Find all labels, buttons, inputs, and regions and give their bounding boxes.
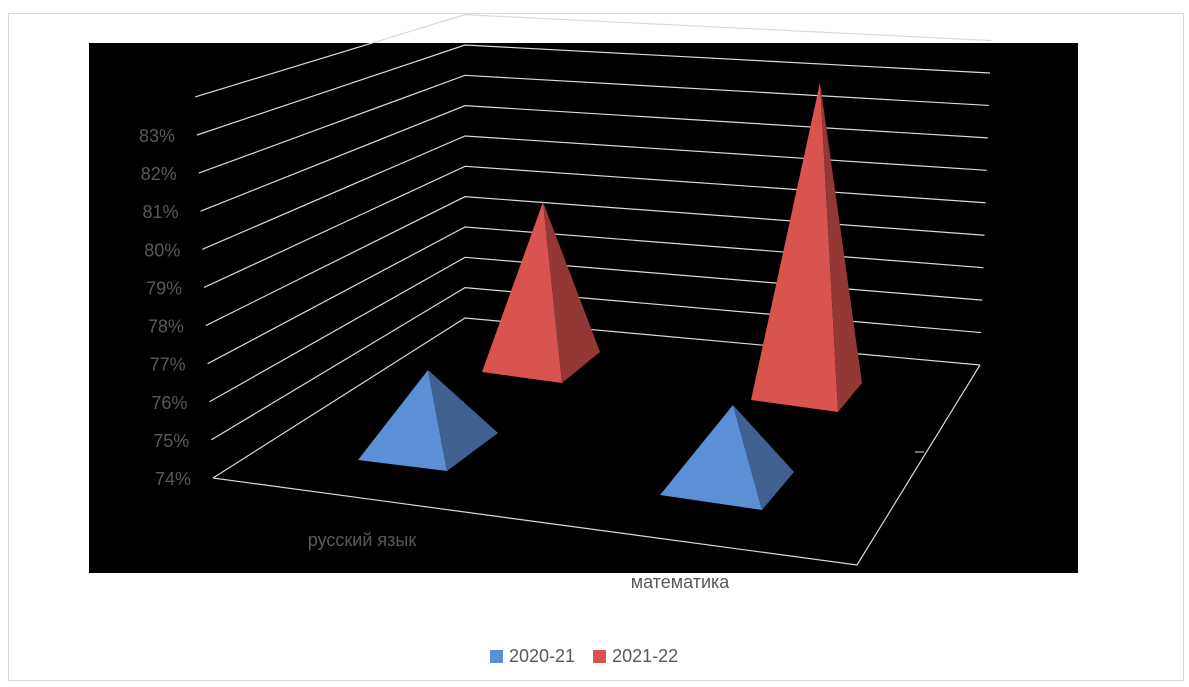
y-axis-tick-labels: 74% 75% 76% 77% 78% 79% 80% 81% 82% 83% (139, 126, 191, 489)
pyramid-front-face (482, 202, 562, 383)
gridline (198, 74, 989, 174)
chart-floor (212, 364, 981, 566)
pyramid-front-face (358, 370, 447, 471)
pyramid-front-face (751, 82, 838, 412)
y-tick-label: 81% (143, 202, 179, 222)
y-tick-label: 76% (151, 393, 187, 413)
legend-label-series-2: 2021-22 (612, 646, 679, 666)
legend-item-series-2: 2021-22 (593, 646, 678, 667)
category-label: математика (631, 572, 731, 592)
legend: 2020-21 2021-22 (490, 646, 678, 667)
y-tick-label: 82% (141, 164, 177, 184)
floor-edge (212, 364, 981, 566)
y-tick-label: 78% (148, 317, 184, 337)
legend-swatch-series-1 (490, 650, 503, 663)
plot-background (89, 43, 1078, 573)
legend-swatch-series-2 (593, 650, 607, 663)
legend-item-series-1: 2020-21 (490, 646, 575, 667)
pyramid-side-face (820, 82, 862, 412)
gridline (195, 14, 992, 98)
pyramid-side-face (543, 202, 600, 383)
pyramid-side-face (733, 405, 794, 510)
category-labels: русский язык математика (308, 530, 730, 592)
gridline (196, 44, 991, 136)
legend-label-series-1: 2020-21 (509, 646, 576, 666)
pyramid-side-face (428, 370, 498, 471)
y-tick-label: 77% (150, 355, 186, 375)
y-tick-label: 83% (139, 126, 175, 146)
y-tick-label: 79% (146, 278, 182, 298)
category-label: русский язык (308, 530, 417, 550)
y-tick-label: 74% (155, 469, 191, 489)
pyramid-bars (358, 82, 862, 510)
y-tick-label: 80% (144, 240, 180, 260)
pyramid-front-face (660, 405, 762, 510)
y-tick-label: 75% (153, 431, 189, 451)
